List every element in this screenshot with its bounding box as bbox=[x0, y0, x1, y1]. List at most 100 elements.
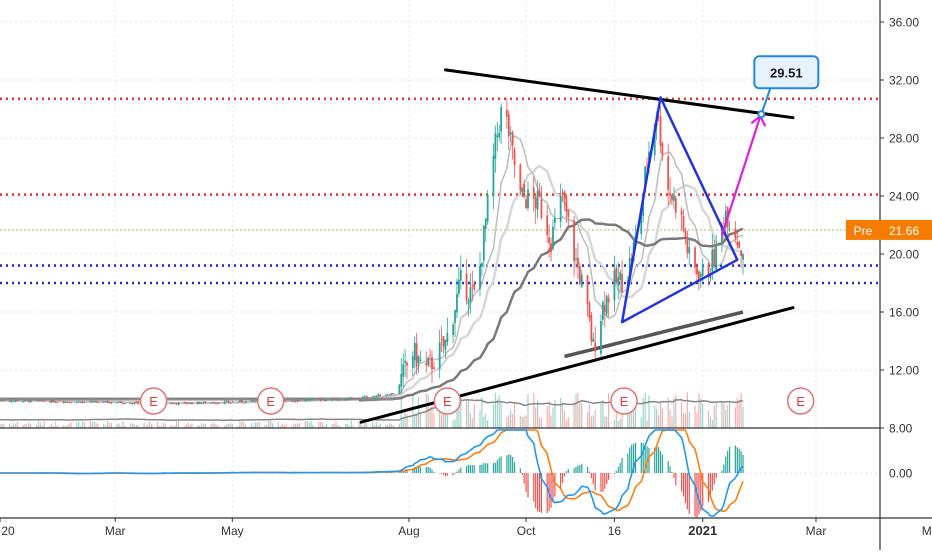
volume-bar bbox=[533, 392, 535, 428]
volume-bar bbox=[350, 420, 352, 428]
candle-body bbox=[697, 271, 700, 281]
macd-histogram-bar bbox=[631, 444, 633, 473]
volume-bar bbox=[362, 425, 364, 428]
macd-histogram-bar bbox=[546, 473, 548, 514]
volume-bar bbox=[106, 421, 109, 428]
premarket-badge bbox=[846, 219, 880, 240]
candle-body bbox=[442, 336, 445, 347]
volume-bar bbox=[298, 422, 301, 428]
candle-body bbox=[337, 399, 339, 401]
volume-bar bbox=[285, 423, 287, 428]
macd-histogram-bar bbox=[444, 473, 447, 477]
volume-bar bbox=[135, 425, 137, 428]
candle-body bbox=[0, 400, 1, 402]
candle-body bbox=[338, 399, 341, 401]
candle-body bbox=[669, 192, 671, 196]
macd-histogram-bar bbox=[604, 473, 606, 489]
candle-body bbox=[696, 267, 698, 275]
candle-body bbox=[352, 397, 355, 399]
candle-body bbox=[482, 225, 485, 261]
volume-bar bbox=[216, 424, 218, 428]
candle-body bbox=[684, 229, 687, 239]
time-tick-label: May bbox=[922, 524, 932, 538]
volume-bar bbox=[537, 400, 539, 428]
macd-histogram-bar bbox=[538, 473, 541, 512]
volume-bar bbox=[266, 424, 268, 428]
macd-histogram-bar bbox=[698, 473, 700, 515]
volume-bar bbox=[573, 402, 575, 428]
candle-body bbox=[24, 399, 26, 402]
volume-bar bbox=[277, 422, 279, 428]
macd-histogram-bar bbox=[644, 445, 646, 473]
macd-histogram-bar bbox=[471, 465, 473, 473]
volume-bar bbox=[552, 407, 554, 428]
candle-body bbox=[217, 402, 220, 404]
candle-body bbox=[619, 272, 622, 280]
macd-histogram-bar bbox=[389, 472, 391, 474]
macd-histogram-bar bbox=[483, 463, 485, 473]
volume-bar bbox=[12, 423, 15, 428]
candle-body bbox=[607, 298, 610, 303]
volume-bar bbox=[189, 424, 191, 428]
candle-body bbox=[131, 403, 134, 404]
volume-bar bbox=[454, 419, 456, 428]
macd-histogram-bar bbox=[506, 455, 508, 473]
volume-bar bbox=[506, 416, 508, 428]
macd-histogram-bar bbox=[742, 454, 744, 473]
volume-bar bbox=[644, 392, 646, 428]
candle-body bbox=[229, 402, 232, 403]
earnings-marker-label: E bbox=[266, 394, 275, 409]
candle-body bbox=[12, 400, 15, 402]
callout-box bbox=[753, 55, 820, 90]
macd-histogram-bar bbox=[654, 447, 656, 473]
earnings-marker-label: E bbox=[796, 394, 805, 409]
volume-bar bbox=[579, 400, 581, 428]
price-badge bbox=[880, 219, 932, 240]
volume-bar bbox=[377, 425, 379, 428]
volume-bar bbox=[654, 406, 656, 428]
candle-body bbox=[216, 402, 218, 404]
candle-body bbox=[210, 402, 213, 404]
candle-body bbox=[244, 401, 247, 403]
candle-body bbox=[427, 357, 430, 366]
volume-bar bbox=[229, 423, 231, 428]
macd-histogram-bar bbox=[627, 453, 629, 473]
volume-bar bbox=[479, 410, 481, 428]
macd-histogram-bar bbox=[414, 466, 416, 473]
volume-bar bbox=[565, 420, 567, 428]
macd-histogram-bar bbox=[473, 465, 475, 473]
candle-body bbox=[241, 400, 243, 403]
macd-histogram-bar bbox=[606, 473, 608, 485]
volume-bar bbox=[308, 422, 310, 428]
time-tick-label: 20 bbox=[1, 524, 15, 538]
earnings-marker bbox=[786, 387, 815, 415]
macd-histogram-bar bbox=[487, 463, 489, 473]
candle-body bbox=[406, 362, 408, 366]
volume-bar bbox=[310, 420, 312, 428]
macd-histogram-bar bbox=[427, 467, 429, 473]
volume-bar bbox=[318, 421, 320, 428]
volume-bar bbox=[124, 426, 126, 428]
candle-body bbox=[56, 401, 59, 403]
candle-body bbox=[137, 401, 140, 404]
volume-bar bbox=[629, 410, 631, 428]
volume-bar bbox=[657, 415, 660, 428]
volume-bar bbox=[460, 396, 462, 428]
candle-body bbox=[223, 401, 226, 404]
volume-bar bbox=[197, 425, 199, 428]
volume-bar bbox=[402, 419, 404, 428]
volume-bar bbox=[675, 394, 677, 428]
volume-bar bbox=[646, 420, 648, 428]
candle-body bbox=[415, 343, 418, 367]
candle-body bbox=[659, 116, 662, 146]
macd-histogram-bar bbox=[736, 447, 738, 473]
candle-body bbox=[10, 401, 13, 403]
volume-bar bbox=[1, 423, 3, 428]
candle-body bbox=[390, 393, 393, 395]
candle-body bbox=[214, 403, 216, 404]
volume-bar bbox=[187, 422, 189, 428]
candle-body bbox=[183, 402, 186, 404]
macd-histogram-bar bbox=[707, 473, 710, 503]
volume-bar bbox=[264, 424, 266, 428]
candle-body bbox=[185, 402, 188, 404]
